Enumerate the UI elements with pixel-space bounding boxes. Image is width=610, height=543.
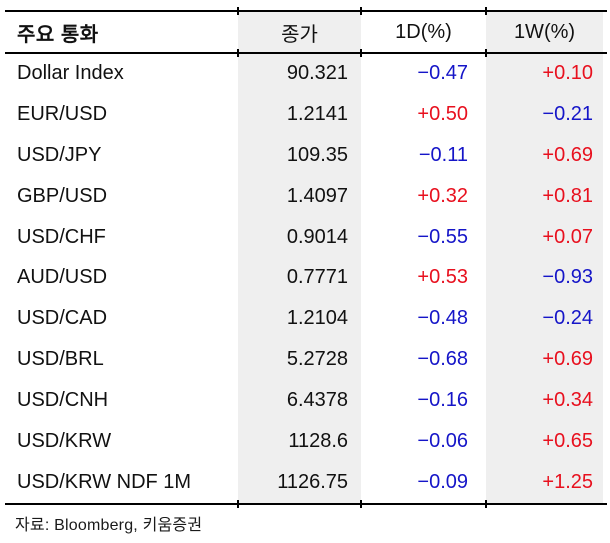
header-divider-rule xyxy=(5,49,607,57)
row-spacer xyxy=(603,258,607,299)
change-1w-cell: +0.69 xyxy=(486,339,603,381)
row-spacer xyxy=(603,339,607,380)
close-price-cell: 1.2141 xyxy=(238,93,361,135)
column-tick xyxy=(485,49,487,57)
table-row: USD/CHF 0.9014 −0.55 +0.07 xyxy=(5,216,607,258)
table-body: Dollar Index 90.321 −0.47 +0.10 EUR/USD … xyxy=(5,53,607,503)
currency-name-cell: USD/KRW NDF 1M xyxy=(17,471,192,494)
change-1w-cell: −0.24 xyxy=(486,298,603,340)
row-spacer xyxy=(603,217,607,258)
change-1d-cell: +0.53 xyxy=(417,266,468,289)
table-row: USD/JPY 109.35 −0.11 +0.69 xyxy=(5,134,607,176)
column-tick xyxy=(485,7,487,15)
col-header-1d: 1D(%) xyxy=(395,20,452,43)
table-row: EUR/USD 1.2141 +0.50 −0.21 xyxy=(5,93,607,135)
col-header-close: 종가 xyxy=(238,12,361,52)
close-price-cell: 6.4378 xyxy=(238,380,361,422)
change-1w-cell: +1.25 xyxy=(486,462,603,503)
close-price-cell: 1.4097 xyxy=(238,175,361,217)
change-1d-cell: +0.32 xyxy=(417,184,468,207)
close-price-cell: 5.2728 xyxy=(238,339,361,381)
change-1w-cell: +0.34 xyxy=(486,380,603,422)
change-1w-cell: −0.21 xyxy=(486,93,603,135)
header-spacer xyxy=(603,12,607,52)
row-spacer xyxy=(603,421,607,462)
table-header-row: 주요 통화 종가 1D(%) 1W(%) xyxy=(5,12,607,52)
row-spacer xyxy=(603,298,607,339)
col-header-currency: 주요 통화 xyxy=(17,23,99,46)
close-price-cell: 1126.75 xyxy=(238,462,361,503)
column-tick xyxy=(360,7,362,15)
col-header-1w: 1W(%) xyxy=(486,12,603,52)
currency-name-cell: USD/JPY xyxy=(17,143,102,166)
change-1d-cell: −0.11 xyxy=(418,143,468,166)
currency-name-cell: USD/BRL xyxy=(17,348,104,371)
change-1d-cell: −0.06 xyxy=(417,430,468,453)
column-tick xyxy=(237,7,239,15)
currency-name-cell: Dollar Index xyxy=(17,61,124,84)
change-1d-cell: −0.55 xyxy=(417,225,468,248)
change-1d-cell: −0.47 xyxy=(417,61,468,84)
change-1w-cell: +0.10 xyxy=(486,53,603,94)
change-1w-cell: +0.65 xyxy=(486,421,603,463)
close-price-cell: 90.321 xyxy=(238,53,361,94)
table-row: USD/CNH 6.4378 −0.16 +0.34 xyxy=(5,380,607,422)
table-bottom-rule xyxy=(5,500,607,508)
change-1d-cell: +0.50 xyxy=(417,102,468,125)
close-price-cell: 1.2104 xyxy=(238,298,361,340)
table-row: USD/CAD 1.2104 −0.48 −0.24 xyxy=(5,298,607,340)
close-price-cell: 0.9014 xyxy=(238,216,361,258)
currency-name-cell: GBP/USD xyxy=(17,184,108,207)
currency-name-cell: EUR/USD xyxy=(17,102,108,125)
change-1d-cell: −0.09 xyxy=(417,471,468,494)
table-row: USD/KRW 1128.6 −0.06 +0.65 xyxy=(5,421,607,463)
change-1w-cell: −0.93 xyxy=(486,257,603,299)
table-top-rule xyxy=(5,7,607,15)
currency-name-cell: USD/CAD xyxy=(17,307,108,330)
source-note: 자료: Bloomberg, 키움증권 xyxy=(15,517,203,534)
table-row: USD/BRL 5.2728 −0.68 +0.69 xyxy=(5,339,607,381)
row-spacer xyxy=(603,94,607,135)
column-tick xyxy=(237,49,239,57)
table-row: AUD/USD 0.7771 +0.53 −0.93 xyxy=(5,257,607,299)
table-row: USD/KRW NDF 1M 1126.75 −0.09 +1.25 xyxy=(5,462,607,503)
column-tick xyxy=(237,500,239,508)
close-price-cell: 109.35 xyxy=(238,134,361,176)
currency-name-cell: USD/KRW xyxy=(17,430,112,453)
close-price-cell: 1128.6 xyxy=(238,421,361,463)
row-spacer xyxy=(603,135,607,176)
change-1w-cell: +0.81 xyxy=(486,175,603,217)
row-spacer xyxy=(603,176,607,217)
change-1d-cell: −0.48 xyxy=(417,307,468,330)
currency-name-cell: USD/CNH xyxy=(17,389,109,412)
table-row: GBP/USD 1.4097 +0.32 +0.81 xyxy=(5,175,607,217)
change-1w-cell: +0.69 xyxy=(486,134,603,176)
currency-name-cell: USD/CHF xyxy=(17,225,106,248)
column-tick xyxy=(485,500,487,508)
change-1d-cell: −0.16 xyxy=(417,389,468,412)
currency-name-cell: AUD/USD xyxy=(17,266,108,289)
row-spacer xyxy=(603,53,607,94)
change-1w-cell: +0.07 xyxy=(486,216,603,258)
column-tick xyxy=(360,49,362,57)
close-price-cell: 0.7771 xyxy=(238,257,361,299)
change-1d-cell: −0.68 xyxy=(417,348,468,371)
row-spacer xyxy=(603,462,607,503)
row-spacer xyxy=(603,380,607,421)
column-tick xyxy=(360,500,362,508)
table-row: Dollar Index 90.321 −0.47 +0.10 xyxy=(5,53,607,94)
